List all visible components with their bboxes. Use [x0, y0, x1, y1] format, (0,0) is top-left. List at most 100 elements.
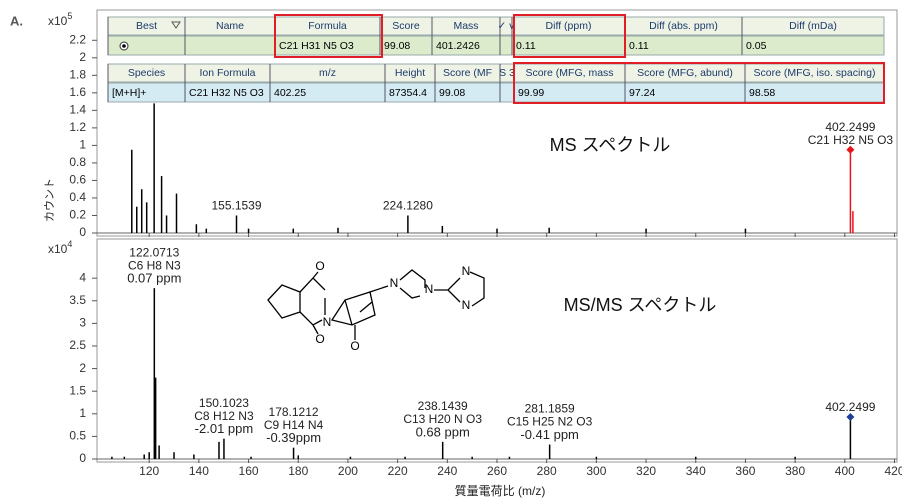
carbonyls [312, 271, 319, 335]
table-cell: 0.11 [516, 40, 536, 52]
bonds [354, 285, 389, 340]
peak-label: 122.0713 [129, 245, 179, 259]
y-scale-exponent: 4 [67, 239, 72, 249]
table-cell: 402.25 [274, 87, 306, 99]
peak-label: C21 H32 N5 O3 [808, 133, 894, 147]
atom-label: N [323, 315, 332, 329]
y-scale-label: x105 [48, 11, 72, 28]
atom-label: N [425, 282, 434, 296]
y-scale-base: x10 [48, 14, 68, 28]
table-cell: 99.08 [439, 87, 465, 99]
table-cell: C21 H31 N5 O3 [279, 40, 354, 52]
y-tick-label: 1.2 [69, 120, 86, 134]
x-tick-label: 360 [735, 464, 755, 478]
peak-label: -2.01 ppm [195, 421, 254, 436]
x-tick-label: 380 [785, 464, 805, 478]
table-header: Formula [308, 20, 347, 32]
y-tick-label: 2.5 [69, 338, 86, 352]
radio-dot [122, 44, 126, 48]
y-tick-label: 3 [79, 316, 86, 330]
table-header: Score (MFG, abund) [637, 67, 733, 79]
table-cell: 98.58 [749, 87, 775, 99]
atom-label: O [315, 332, 324, 346]
table-row-bg [107, 35, 885, 56]
peak-label: 0.07 ppm [127, 271, 181, 286]
table-cell: 99.08 [384, 40, 410, 52]
y-tick-label: 0.2 [69, 208, 86, 222]
table-header: Species [128, 67, 165, 79]
x-tick-label: 160 [239, 464, 259, 478]
peak-label: -0.41 ppm [520, 427, 579, 442]
peak-label: C15 H25 N2 O3 [507, 415, 593, 429]
table-header: Ion Formula [199, 67, 255, 79]
table-header: Name [216, 20, 244, 32]
y-tick-label: 0 [79, 225, 86, 239]
x-tick-label: 140 [189, 464, 209, 478]
peak-label: 150.1023 [199, 396, 249, 410]
table-cell: 0.05 [746, 40, 767, 52]
x-tick-label: 320 [636, 464, 656, 478]
x-tick-label: 420 [884, 464, 902, 478]
table-header: Diff (abs. ppm) [649, 20, 718, 32]
peak-label: 402.2499 [825, 120, 875, 134]
structure [267, 269, 485, 340]
y-tick-label: 1.8 [69, 67, 86, 81]
table-cell: 97.24 [629, 87, 655, 99]
panel-label: A. [10, 13, 23, 28]
table-header: ✓ v [498, 20, 516, 32]
y-tick-label: 0.8 [69, 155, 86, 169]
peak-label: 155.1539 [211, 199, 261, 213]
peak-label: 238.1439 [418, 399, 468, 413]
y-scale-label: x104 [48, 239, 72, 256]
highlight-box [513, 62, 885, 104]
table-cell: 99.99 [518, 87, 544, 99]
peak-label: 0.68 ppm [416, 424, 470, 439]
y-scale-exponent: 5 [67, 11, 72, 21]
y-tick-label: 1.5 [69, 383, 86, 397]
x-tick-label: 240 [437, 464, 457, 478]
atom-label: N [390, 276, 399, 290]
y-tick-label: 0.6 [69, 173, 86, 187]
table-cell: 0.11 [629, 40, 649, 52]
spectrum-title: MS/MS スペクトル [564, 295, 717, 315]
y-tick-label: 0.5 [69, 429, 86, 443]
peak-label: 402.2499 [825, 400, 875, 414]
peak-label: 178.1212 [269, 405, 319, 419]
sort-icon [171, 21, 181, 29]
peak-marker [846, 145, 855, 154]
y-tick-label: 4 [79, 270, 86, 284]
table-cell: 87354.4 [389, 87, 427, 99]
table-header: Best [136, 20, 157, 32]
x-tick-label: 220 [388, 464, 408, 478]
y-tick-label: 2 [79, 361, 86, 375]
y-tick-label: 3.5 [69, 293, 86, 307]
table-header: Score (MF [443, 67, 492, 79]
highlight-box [513, 14, 626, 58]
y-tick-label: 1.4 [69, 103, 86, 117]
y-axis-label: カウント [43, 178, 56, 222]
y-tick-label: 2 [79, 50, 86, 64]
x-tick-label: 180 [288, 464, 308, 478]
table-header: Diff (mDa) [789, 20, 837, 32]
peak-label: C13 H20 N O3 [403, 412, 482, 426]
atom-label: N [462, 298, 471, 312]
y-tick-label: 0.4 [69, 190, 86, 204]
table-header: Height [395, 67, 425, 79]
x-tick-label: 300 [586, 464, 606, 478]
atom-label: N [462, 264, 471, 278]
table-header: Score [392, 20, 420, 32]
spectrum-title: MS スペクトル [550, 135, 671, 155]
atom-label: O [315, 259, 324, 273]
x-tick-label: 260 [487, 464, 507, 478]
peak-label: C9 H14 N4 [264, 418, 324, 432]
highlight-box [274, 14, 383, 58]
table-header: Mass [453, 20, 478, 32]
y-tick-label: 1.6 [69, 85, 86, 99]
y-tick-label: 1 [79, 406, 86, 420]
x-tick-label: 200 [338, 464, 358, 478]
x-axis-label: 質量電荷比 (m/z) [455, 483, 546, 498]
y-scale-base: x10 [48, 242, 68, 256]
peak-label: C8 H12 N3 [194, 409, 254, 423]
x-tick-label: 120 [139, 464, 159, 478]
